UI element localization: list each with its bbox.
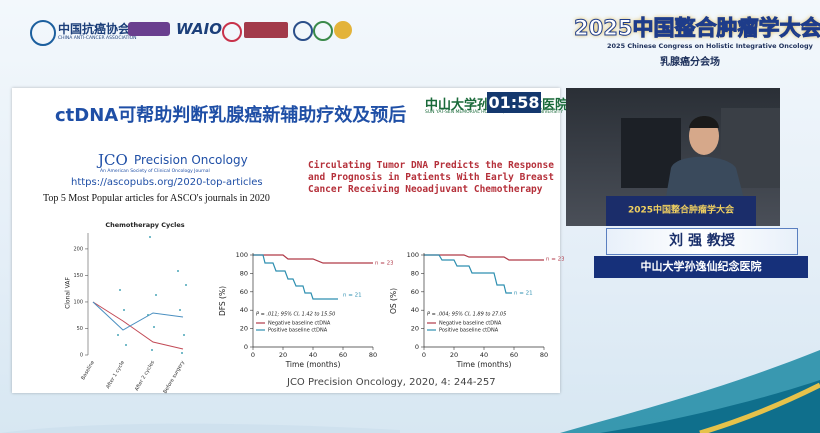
url: https://ascopubs.org/2020-top-articles	[71, 177, 263, 188]
logo-circle	[30, 20, 56, 46]
timer: 01:58	[487, 92, 541, 113]
os-chart: 0 20 40 60 80 100 0 20 40 60 80 OS (%) Time (months)…	[389, 251, 564, 368]
x-tick-label: 0	[422, 351, 426, 359]
x-tick-label: 20	[279, 351, 287, 359]
y-tick-label: 60	[411, 288, 419, 296]
n-label: n = 23	[375, 261, 393, 267]
x-axis-label: Time (months)	[285, 360, 341, 368]
article-title-line: and Prognosis in Patients With Early Bre…	[308, 172, 554, 183]
journal-abbr: JCO	[98, 151, 128, 169]
speaker-affiliation: 中山大学孙逸仙纪念医院	[594, 256, 808, 278]
x-tick-label: 20	[450, 351, 458, 359]
slide-title: ctDNA可帮助判断乳腺癌新辅助疗效及预后	[55, 105, 407, 126]
x-tick-label: After 1 cycle	[105, 360, 126, 390]
y-tick-label: 80	[411, 269, 419, 277]
y-tick-label: 60	[240, 288, 248, 296]
org-name: 中国抗癌协会	[58, 22, 131, 36]
article-title-line: Circulating Tumor DNA Predicts the Respo…	[308, 160, 554, 171]
y-axis-label: Clonal VAF	[65, 277, 72, 309]
logo	[244, 22, 288, 38]
citation: JCO Precision Oncology, 2020, 4: 244-257	[287, 377, 496, 388]
stat-label: P = .011; 95% CI, 1.42 to 15.50	[256, 312, 335, 318]
podium-text: 2025中国整合肿瘤学大会	[628, 204, 735, 216]
y-axis-label: DFS (%)	[218, 286, 227, 316]
org-name-en: CHINA ANTI-CANCER ASSOCIATION	[58, 36, 137, 41]
x-tick-label: 80	[540, 351, 548, 359]
legend-label: Negative baseline ctDNA	[439, 321, 502, 327]
article-title: Circulating Tumor DNA Predicts the Respo…	[308, 160, 554, 196]
y-tick-label: 0	[244, 343, 248, 351]
speaker-name: 刘 强 教授	[606, 228, 798, 255]
trend-line	[92, 301, 184, 350]
x-tick-label: 80	[369, 351, 377, 359]
y-tick-label: 150	[73, 273, 83, 279]
y-tick-label: 20	[240, 325, 248, 333]
speaker-video: 2025中国整合肿瘤学大会	[566, 88, 780, 226]
y-tick-label: 0	[415, 343, 419, 351]
km-curve	[253, 254, 373, 264]
chart-title: Chemotherapy Cycles	[105, 221, 184, 229]
x-tick-label: Baseline	[80, 360, 96, 381]
congress-subtitle: 2025 Chinese Congress on Holistic Integr…	[607, 42, 813, 50]
y-tick-label: 100	[236, 251, 248, 259]
y-tick-label: 40	[411, 306, 419, 314]
journal-tagline: An American Society of Clinical Oncology…	[100, 169, 210, 174]
n-label: n = 21	[343, 293, 362, 299]
article-title-line: Cancer Receiving Neoadjuvant Chemotherap…	[308, 184, 543, 195]
x-tick-label: 40	[309, 351, 317, 359]
y-tick-label: 0	[80, 353, 83, 359]
n-label: n = 21	[514, 291, 533, 297]
logo	[334, 21, 352, 39]
y-tick-label: 200	[73, 246, 83, 252]
logo-waio: WAIO	[176, 20, 222, 38]
journal-name: Precision Oncology	[134, 153, 248, 167]
x-axis-label: Time (months)	[456, 360, 512, 368]
x-tick-label: 60	[339, 351, 347, 359]
x-tick-label: After 2 cycles	[134, 359, 156, 392]
y-axis-label: OS (%)	[389, 288, 398, 314]
y-tick-label: 20	[411, 325, 419, 333]
dfs-chart: 0 20 40 60 80 100 0 20 40 60 80 DFS (%) Time (months…	[218, 251, 393, 368]
y-tick-label: 40	[240, 306, 248, 314]
x-tick-label: Before surgery	[162, 360, 186, 395]
vaf-chart: Chemotherapy Cycles Clonal VAF 0 50 100 150…	[65, 221, 187, 395]
background-waves	[0, 350, 820, 433]
y-tick-label: 50	[77, 326, 83, 332]
logo	[313, 21, 333, 41]
n-label: n = 23	[546, 257, 564, 263]
congress-title: 2025中国整合肿瘤学大会	[573, 16, 820, 41]
legend-label: Negative baseline ctDNA	[268, 321, 331, 327]
legend-label: Positive baseline ctDNA	[268, 328, 328, 334]
x-tick-label: 40	[480, 351, 488, 359]
legend-label: Positive baseline ctDNA	[439, 328, 499, 334]
trend-line	[92, 301, 184, 331]
y-tick-label: 100	[407, 251, 419, 259]
km-curve	[253, 254, 338, 300]
x-tick-label: 0	[251, 351, 255, 359]
y-tick-label: 100	[73, 299, 83, 305]
logo	[222, 22, 242, 42]
stat-label: P = .004; 95% CI, 1.89 to 27.05	[427, 312, 506, 318]
km-curve	[424, 254, 512, 294]
logo	[293, 21, 313, 41]
caption: Top 5 Most Popular articles for ASCO's j…	[43, 193, 270, 204]
x-tick-label: 60	[510, 351, 518, 359]
logo	[128, 22, 170, 36]
slide	[12, 88, 560, 393]
scatter-points	[117, 236, 187, 354]
session: 乳腺癌分会场	[660, 57, 720, 68]
y-tick-label: 80	[240, 269, 248, 277]
km-curve	[424, 254, 544, 261]
